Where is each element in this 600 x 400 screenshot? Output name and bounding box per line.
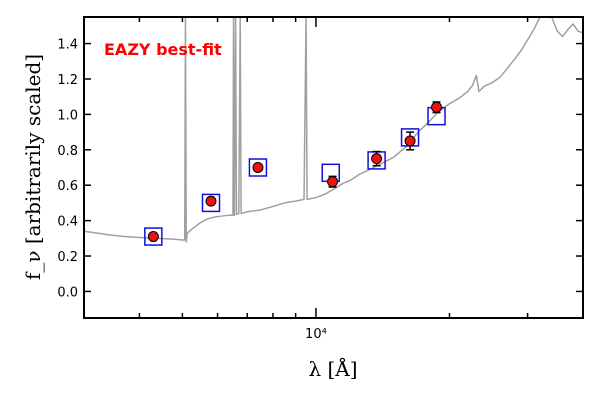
y-tick-label: 1.4 bbox=[57, 38, 78, 53]
observed-flux-point bbox=[252, 162, 264, 173]
x-axis-label: λ [Å] bbox=[308, 356, 357, 381]
y-axis-label: f_ν [arbitrarily scaled] bbox=[21, 54, 45, 280]
observed-flux-point bbox=[371, 153, 383, 165]
observed-flux-point bbox=[404, 135, 416, 147]
y-tick-label: 0.4 bbox=[57, 215, 78, 230]
observed-flux-point bbox=[327, 176, 339, 188]
x-tick-label: 10⁴ bbox=[305, 327, 327, 342]
template-spectrum-line bbox=[84, 17, 583, 243]
y-tick-label: 1.0 bbox=[57, 108, 78, 123]
y-tick-label: 0.8 bbox=[57, 144, 78, 159]
observed-flux-points bbox=[147, 101, 443, 243]
y-tick-label: 0.2 bbox=[57, 250, 78, 265]
annotation-label: EAZY best-fit bbox=[104, 40, 222, 59]
observed-flux-point bbox=[431, 101, 443, 113]
template-spectrum-layer bbox=[84, 17, 583, 243]
y-tick-label: 0.6 bbox=[57, 179, 78, 194]
model-flux-boxes bbox=[144, 106, 446, 246]
y-tick-label: 1.2 bbox=[57, 73, 78, 88]
observed-flux-point bbox=[147, 231, 159, 243]
model-flux-box bbox=[201, 193, 221, 213]
observed-flux-point bbox=[205, 195, 217, 207]
model-flux-box bbox=[248, 158, 268, 177]
plot-frame bbox=[83, 16, 584, 319]
model-flux-box bbox=[144, 227, 163, 246]
axes: 0.0 0.2 0.4 0.6 0.8 1.0 1.2 1.4 10⁴ bbox=[57, 16, 584, 342]
y-tick-label: 0.0 bbox=[57, 285, 78, 300]
